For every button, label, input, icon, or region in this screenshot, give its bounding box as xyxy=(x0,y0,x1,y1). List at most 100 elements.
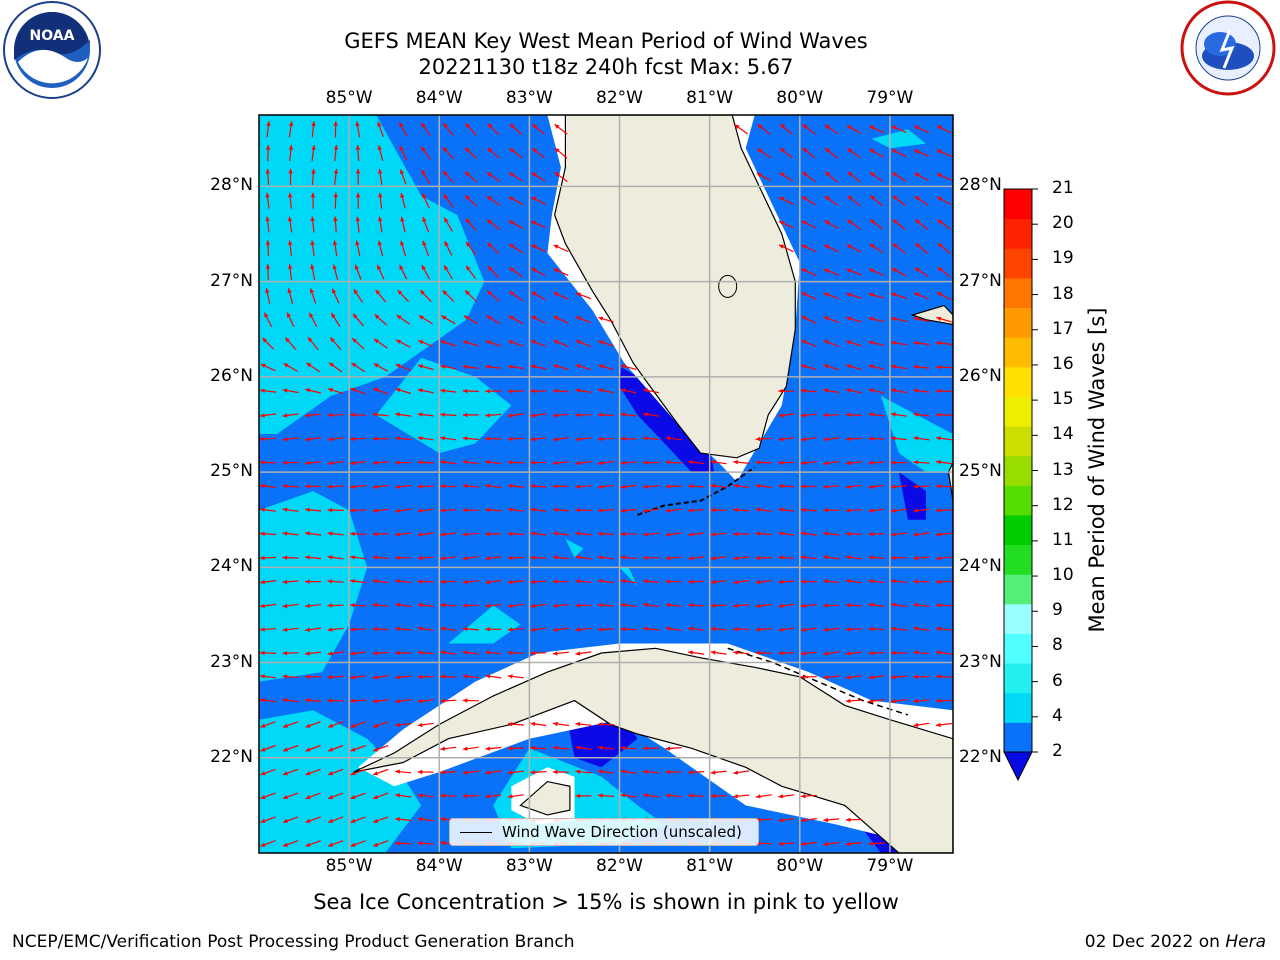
wave-direction-arrow xyxy=(890,316,907,322)
wave-direction-arrow xyxy=(913,532,930,537)
wave-direction-arrow xyxy=(597,531,615,536)
wave-direction-arrow xyxy=(417,460,434,465)
wave-direction-arrow xyxy=(485,603,502,608)
wave-direction-arrow xyxy=(260,840,276,847)
wave-direction-arrow xyxy=(399,145,408,161)
wave-direction-arrow xyxy=(440,340,457,347)
wave-direction-arrow xyxy=(485,413,502,418)
wave-direction-arrow xyxy=(755,507,772,512)
wave-direction-arrow xyxy=(400,192,406,209)
wave-direction-arrow xyxy=(485,483,502,489)
graticule xyxy=(259,115,953,853)
wave-direction-arrow xyxy=(259,531,277,536)
wave-direction-arrow xyxy=(305,816,321,823)
wave-direction-arrow xyxy=(552,460,569,466)
wave-direction-arrow xyxy=(755,650,772,656)
wave-direction-arrow xyxy=(779,123,793,135)
wave-direction-arrow xyxy=(892,195,906,207)
wave-direction-arrow xyxy=(417,532,434,537)
wave-direction-arrow xyxy=(868,579,885,584)
wave-direction-arrow xyxy=(327,460,344,466)
wave-direction-arrow xyxy=(823,531,840,536)
wave-direction-arrow xyxy=(485,746,502,751)
wave-direction-arrow xyxy=(327,388,344,395)
wave-direction-arrow xyxy=(823,340,840,348)
wave-direction-arrow xyxy=(554,147,568,159)
wave-direction-arrow xyxy=(552,507,569,512)
wave-direction-arrow xyxy=(372,626,389,632)
wave-direction-arrow xyxy=(265,216,270,233)
wave-direction-arrow xyxy=(332,264,339,281)
wave-direction-arrow xyxy=(552,413,569,418)
wave-direction-arrow xyxy=(350,698,367,703)
wave-direction-arrow xyxy=(421,264,431,280)
chart-subtitle: 20221130 t18z 240h fcst Max: 5.67 xyxy=(418,55,794,79)
wave-direction-arrow xyxy=(378,168,383,185)
wave-direction-arrow xyxy=(417,602,434,608)
wave-direction-arrow xyxy=(485,340,502,347)
wave-direction-arrow xyxy=(372,675,389,680)
wave-direction-arrow xyxy=(283,362,298,372)
wave-direction-arrow xyxy=(282,603,299,609)
colorbar-swatch xyxy=(1004,485,1032,516)
wave-direction-arrow xyxy=(801,268,817,276)
wave-direction-arrow xyxy=(665,436,682,441)
wave-direction-arrow xyxy=(417,436,434,441)
wave-direction-arrow xyxy=(936,459,952,465)
wave-direction-arrow xyxy=(575,484,592,489)
colorbar-tick-label: 19 xyxy=(1052,248,1074,269)
wave-direction-arrow xyxy=(800,555,817,560)
lon-tick-label: 79°W xyxy=(866,856,914,876)
wave-direction-arrow xyxy=(846,244,862,253)
wave-direction-arrow xyxy=(417,793,434,798)
colorbar-tick-label: 13 xyxy=(1052,459,1074,480)
wave-direction-arrow xyxy=(800,841,817,847)
wave-direction-arrow xyxy=(530,770,547,775)
wave-direction-arrow xyxy=(733,507,750,513)
chart-title: GEFS MEAN Key West Mean Period of Wind W… xyxy=(344,29,868,53)
wave-direction-arrow xyxy=(778,627,795,632)
wave-direction-arrow xyxy=(552,484,569,489)
legend-label: Wind Wave Direction (unscaled) xyxy=(502,823,742,841)
wave-direction-arrow xyxy=(282,744,299,752)
wave-direction-arrow xyxy=(507,627,524,632)
wave-direction-arrow xyxy=(846,148,861,159)
wave-direction-arrow xyxy=(823,841,840,847)
wave-direction-arrow xyxy=(372,387,389,395)
wave-direction-arrow xyxy=(485,794,502,799)
wave-direction-arrow xyxy=(377,145,384,161)
wave-direction-arrow xyxy=(552,579,569,584)
noaa-logo: NOAA xyxy=(3,1,101,99)
wave-direction-arrow xyxy=(417,579,434,584)
wave-direction-arrow xyxy=(282,651,299,656)
wave-direction-arrow xyxy=(868,268,884,277)
lat-tick-label: 25°N xyxy=(959,461,1002,482)
wave-direction-arrow xyxy=(845,388,862,394)
wave-direction-arrow xyxy=(688,793,705,798)
wave-direction-arrow xyxy=(507,650,524,656)
wave-direction-arrow xyxy=(688,532,705,537)
wave-direction-arrow xyxy=(327,698,344,703)
wave-direction-arrow xyxy=(400,240,407,257)
wave-direction-arrow xyxy=(305,507,322,512)
wave-direction-arrow xyxy=(462,626,479,632)
wave-direction-arrow xyxy=(462,793,479,799)
wave-direction-arrow xyxy=(914,267,929,278)
colorbar-swatch xyxy=(1004,544,1032,575)
wave-direction-arrow xyxy=(260,816,276,823)
wave-direction-arrow xyxy=(462,698,479,703)
wave-direction-arrow xyxy=(282,816,299,823)
wave-direction-arrow xyxy=(800,460,817,466)
lon-tick-label: 83°W xyxy=(505,856,553,876)
wave-direction-arrow xyxy=(309,288,317,304)
wave-direction-arrow xyxy=(890,460,907,465)
wave-direction-arrow xyxy=(509,123,523,136)
wave-direction-arrow xyxy=(288,121,294,138)
wave-direction-arrow xyxy=(553,268,569,276)
wave-direction-arrow xyxy=(620,436,637,441)
wave-direction-arrow xyxy=(755,460,772,465)
wave-direction-arrow xyxy=(327,437,344,442)
wave-direction-arrow xyxy=(530,627,547,632)
wave-direction-arrow xyxy=(440,436,457,441)
wave-direction-arrow xyxy=(440,484,457,489)
